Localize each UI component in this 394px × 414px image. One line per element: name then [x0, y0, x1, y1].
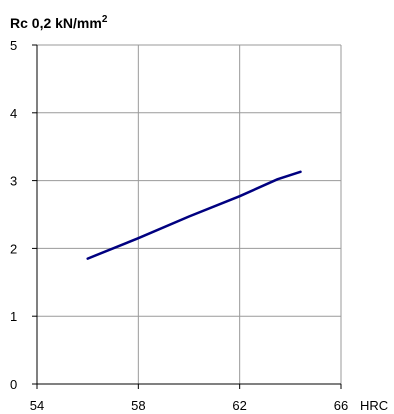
x-tick-label-58: 58	[131, 398, 145, 413]
x-tick-label-62: 62	[232, 398, 246, 413]
y-tick-label-5: 5	[10, 38, 17, 53]
tick-labels: 0 1 2 3 4 5 54 58 62 66	[10, 38, 348, 413]
y-tick-label-3: 3	[10, 174, 17, 189]
y-tick-label-4: 4	[10, 106, 17, 121]
chart-title: Rc 0,2 kN/mm2	[10, 14, 108, 31]
y-tick-label-2: 2	[10, 241, 17, 256]
series-line-0	[86, 170, 302, 260]
series-layer	[86, 170, 302, 260]
axes	[32, 44, 342, 389]
plot-area	[37, 45, 341, 384]
y-tick-label-1: 1	[10, 309, 17, 324]
y-tick-label-0: 0	[10, 377, 17, 392]
chart-title-main: Rc 0,2 kN/mm	[10, 15, 102, 31]
x-tick-label-66: 66	[334, 398, 348, 413]
x-axis-label: HRC	[360, 398, 388, 413]
grid	[37, 44, 342, 384]
chart-title-superscript: 2	[102, 14, 108, 25]
x-tick-label-54: 54	[30, 398, 44, 413]
